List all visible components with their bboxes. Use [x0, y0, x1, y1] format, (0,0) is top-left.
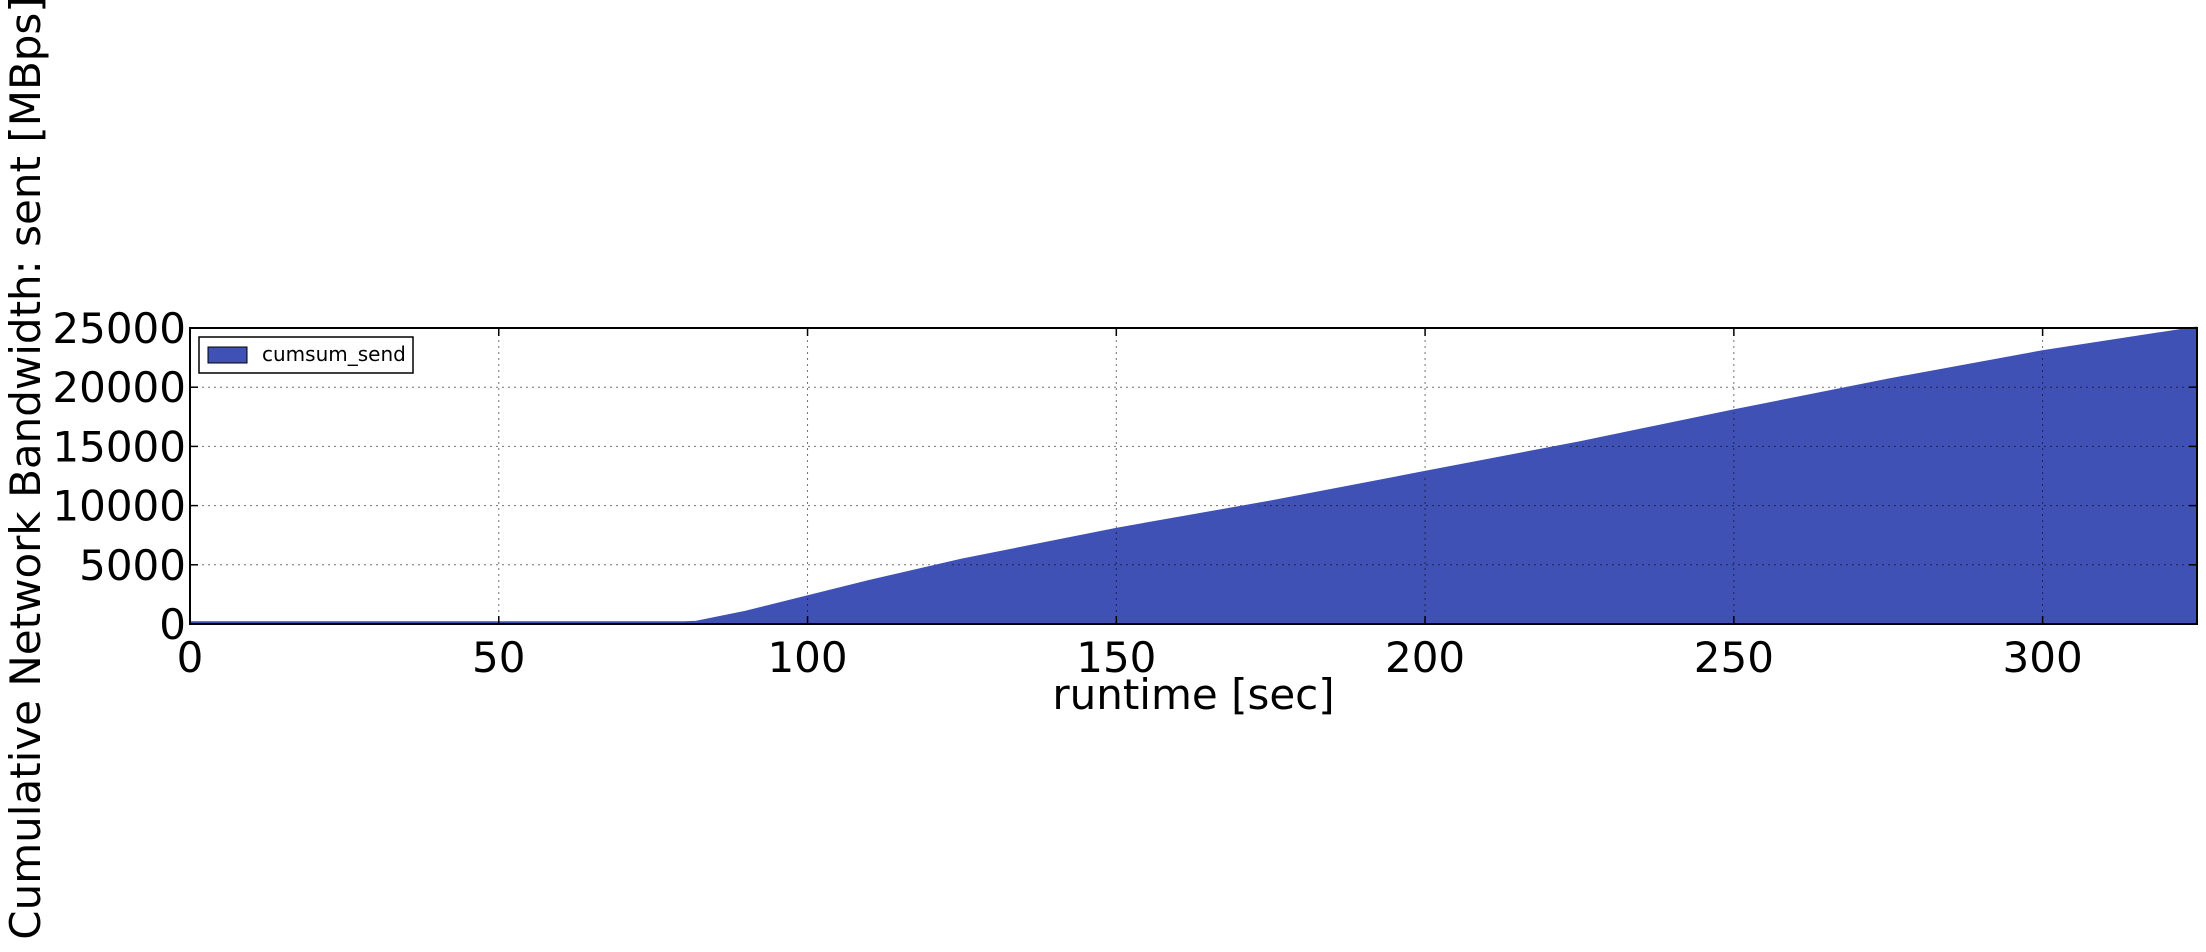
y-tick-label: 15000	[52, 422, 186, 471]
y-tick-label: 25000	[52, 304, 186, 353]
grid-lines	[190, 328, 2197, 624]
x-axis: 0 50 100 150 200 250 300	[177, 328, 2083, 682]
plot-frame	[189, 327, 2198, 625]
x-tick-label: 100	[767, 633, 847, 682]
legend-swatch-cumsum-send	[207, 346, 248, 364]
y-tick-label: 0	[159, 600, 186, 649]
y-tick-label: 5000	[79, 541, 186, 590]
x-tick-label: 300	[2003, 633, 2083, 682]
y-axis: 0 5000 10000 15000 20000 25000	[52, 304, 2197, 649]
y-tick-label: 20000	[52, 363, 186, 412]
x-tick-label: 250	[1694, 633, 1774, 682]
legend-label-cumsum-send: cumsum_send	[262, 342, 406, 366]
series-line-cumsum-send	[190, 326, 2198, 625]
x-tick-label: 50	[472, 633, 525, 682]
x-tick-label: 200	[1385, 633, 1465, 682]
plot-area	[189, 326, 2198, 625]
y-tick-label: 10000	[52, 482, 186, 531]
x-tick-label: 0	[177, 633, 204, 682]
x-tick-label: 150	[1076, 633, 1156, 682]
area-series-cumsum-send	[190, 328, 2197, 624]
legend: cumsum_send	[198, 336, 414, 374]
y-axis-label: Cumulative Network Bandwidth: sent [MBps…	[1, 0, 50, 940]
x-axis-label: runtime [sec]	[1052, 670, 1334, 719]
